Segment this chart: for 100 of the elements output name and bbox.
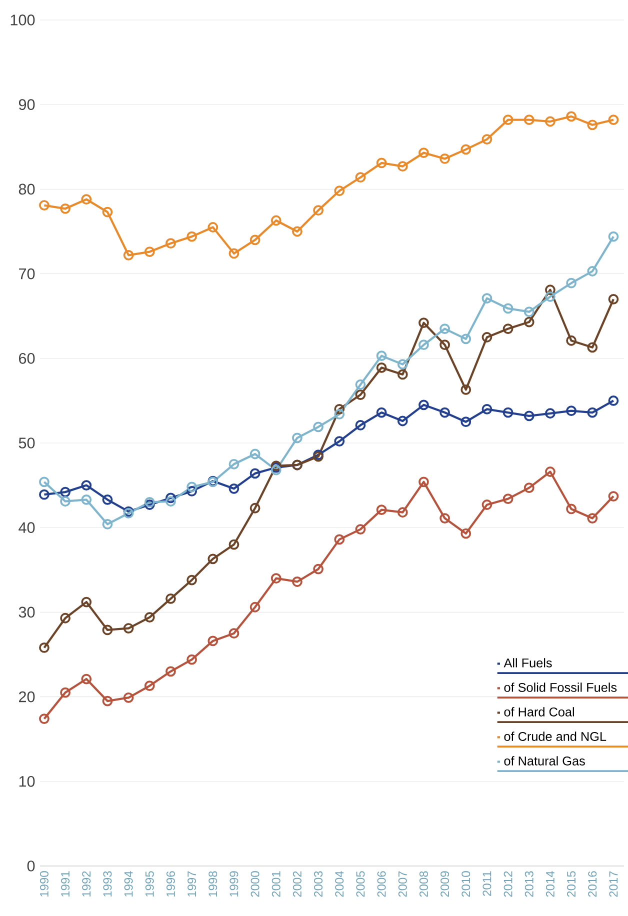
point — [376, 350, 387, 362]
x-tick-label: 2013 — [524, 871, 534, 897]
point — [228, 483, 240, 494]
point — [313, 564, 324, 574]
point — [608, 395, 619, 406]
point — [81, 494, 92, 505]
y-tick-label: 50 — [18, 438, 35, 448]
legend-label: of Natural Gas — [504, 756, 585, 766]
point — [250, 448, 260, 460]
point — [250, 602, 260, 612]
point — [502, 407, 514, 418]
point — [60, 612, 70, 624]
point — [228, 248, 240, 259]
point — [144, 612, 155, 622]
point — [81, 674, 92, 684]
point — [250, 468, 260, 479]
point — [60, 486, 70, 498]
point — [102, 206, 113, 218]
point — [376, 407, 387, 418]
point — [81, 480, 92, 490]
point — [144, 246, 155, 257]
x-tick-label: 2004 — [335, 871, 344, 897]
point — [166, 238, 176, 249]
point — [397, 416, 408, 426]
point — [418, 476, 429, 488]
point — [460, 334, 472, 344]
y-tick-label: 80 — [18, 184, 35, 195]
point — [545, 408, 556, 419]
point — [355, 524, 366, 534]
point — [566, 504, 576, 514]
x-tick-label: 1995 — [145, 871, 154, 896]
point — [460, 416, 472, 428]
point — [186, 486, 197, 496]
point — [313, 205, 324, 216]
x-tick-label: 1990 — [40, 871, 48, 896]
point — [418, 148, 429, 158]
point — [482, 293, 492, 304]
point — [123, 623, 134, 634]
point — [39, 476, 50, 488]
legend-label: All Fuels — [504, 658, 552, 668]
point — [440, 513, 450, 524]
y-tick-label: 0 — [27, 860, 35, 872]
point — [102, 519, 113, 530]
x-tick-label: 1996 — [166, 871, 175, 896]
point — [440, 154, 450, 164]
point — [608, 231, 619, 242]
point — [355, 172, 366, 183]
point — [566, 335, 576, 346]
point — [60, 203, 70, 214]
y-tick-label: 30 — [18, 606, 35, 618]
point — [440, 340, 450, 350]
legend-label: of Hard Coal — [504, 707, 574, 716]
point — [166, 593, 176, 604]
point — [250, 234, 260, 246]
point — [166, 496, 176, 507]
point — [587, 407, 598, 418]
x-tick-label: 2012 — [504, 871, 512, 897]
point — [355, 379, 366, 390]
point — [397, 161, 408, 172]
point — [545, 466, 556, 477]
point — [186, 574, 197, 586]
point — [334, 186, 345, 196]
point — [418, 400, 429, 410]
x-tick-label: 1997 — [188, 871, 196, 896]
x-tick-label: 2001 — [272, 871, 280, 897]
point — [186, 231, 197, 242]
point — [502, 324, 514, 334]
point — [397, 369, 408, 380]
y-tick-label: 60 — [19, 352, 35, 364]
y-tick-label: 40 — [18, 522, 35, 534]
point — [102, 696, 113, 706]
point — [608, 114, 619, 126]
x-tick-label: 2005 — [356, 871, 365, 897]
x-tick-label: 2003 — [314, 871, 323, 897]
point — [587, 342, 598, 353]
point — [270, 215, 282, 226]
point — [166, 492, 176, 504]
point — [81, 194, 92, 205]
point — [292, 226, 302, 237]
point — [566, 278, 576, 288]
point — [123, 250, 134, 260]
point — [208, 554, 218, 564]
point — [208, 222, 218, 232]
point — [376, 504, 387, 516]
point — [566, 406, 576, 416]
point — [228, 458, 240, 470]
point — [440, 407, 450, 418]
point — [334, 436, 345, 447]
point — [418, 318, 429, 328]
point — [587, 513, 598, 524]
point — [502, 114, 514, 126]
point — [123, 692, 134, 703]
legend-label: of Solid Fossil Fuels — [504, 682, 617, 692]
point — [39, 714, 50, 724]
y-tick-label: 10 — [19, 776, 35, 787]
y-tick-label: 100 — [10, 14, 35, 26]
point — [144, 500, 155, 510]
point — [166, 666, 176, 677]
point — [186, 654, 197, 665]
point — [376, 362, 387, 373]
